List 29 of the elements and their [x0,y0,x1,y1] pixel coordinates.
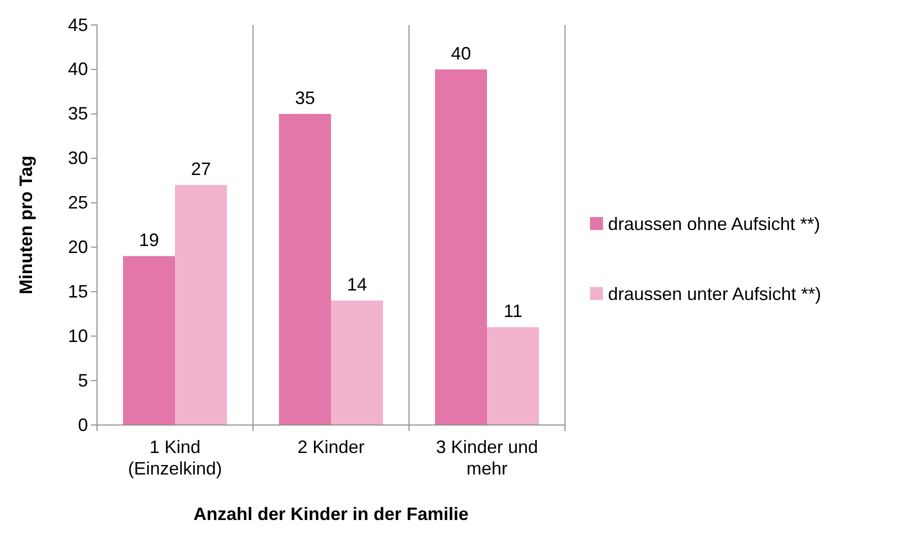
data-label: 11 [504,301,522,322]
x-axis-title: Anzahl der Kinder in der Familie [193,504,469,524]
x-tick-label: 3 Kinder und mehr [436,437,538,479]
bar [175,185,227,425]
legend-label: draussen unter Aufsicht **) [608,284,822,304]
y-tick-label: 0 [78,414,88,435]
y-tick-label: 10 [68,326,88,346]
y-tick-label: 30 [68,148,88,168]
x-tick-label: 1 Kind (Einzelkind) [128,437,222,479]
data-label: 40 [450,43,472,64]
y-tick-label: 25 [68,192,88,213]
y-tick-label: 5 [78,370,88,390]
data-label: 27 [190,159,212,179]
data-label: 14 [346,274,368,295]
y-tick-label: 40 [68,59,88,80]
bar [279,114,331,425]
data-label: 19 [138,230,160,250]
y-tick-label: 35 [68,104,88,124]
y-axis-title: Minuten pro Tag [16,156,36,294]
bar [123,256,175,425]
legend-label: draussen ohne Aufsicht **) [608,214,820,234]
y-tick-label: 45 [68,14,88,35]
data-label: 35 [294,88,316,108]
y-tick-label: 15 [68,281,88,302]
x-tick-label: 2 Kinder [297,437,365,457]
bar [487,327,539,425]
y-tick-label: 20 [68,236,88,257]
bar [331,300,383,425]
bar [435,69,487,425]
